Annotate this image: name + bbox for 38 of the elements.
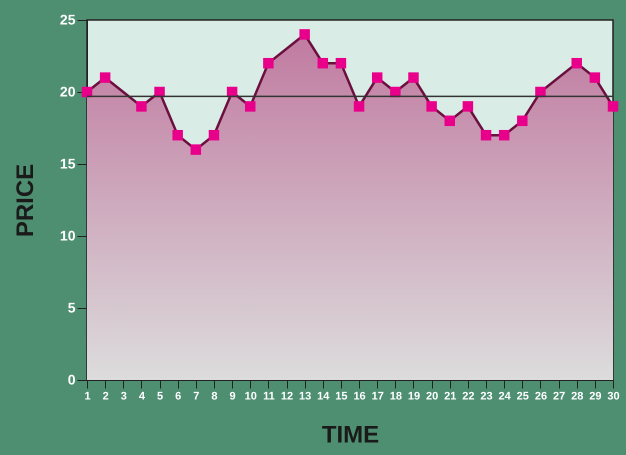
x-tick-label: 5 xyxy=(156,390,164,402)
x-tick-label: 16 xyxy=(353,390,366,402)
x-tick-label: 29 xyxy=(589,390,602,402)
x-tick-label: 13 xyxy=(299,390,312,402)
x-tick-label: 12 xyxy=(280,390,294,402)
x-tick-label: 26 xyxy=(534,390,548,402)
x-tick-label: 17 xyxy=(372,390,384,402)
y-tick-label: 5 xyxy=(68,300,76,316)
x-tick-label: 1 xyxy=(84,390,91,402)
x-tick-label: 11 xyxy=(263,390,275,402)
x-tick-label: 2 xyxy=(102,390,109,402)
x-tick-label: 10 xyxy=(244,390,257,402)
x-tick-label: 27 xyxy=(552,390,566,402)
x-tick-label: 30 xyxy=(607,390,620,402)
x-axis-title: TIME xyxy=(322,422,380,448)
y-tick-label: 25 xyxy=(60,12,76,28)
x-tick-label: 8 xyxy=(211,390,218,402)
y-tick-label: 15 xyxy=(60,156,76,172)
x-tick-label: 6 xyxy=(175,390,182,402)
x-tick-label: 20 xyxy=(426,390,438,402)
y-tick-label: 0 xyxy=(68,372,76,388)
x-tick-label: 24 xyxy=(498,390,512,402)
y-axis-title: PRICE xyxy=(12,164,39,238)
y-tick-label: 20 xyxy=(60,84,76,100)
x-tick-label: 9 xyxy=(230,390,236,402)
x-tick-label: 19 xyxy=(408,390,420,402)
x-tick-label: 22 xyxy=(462,390,475,402)
x-tick-label: 25 xyxy=(516,390,529,402)
x-tick-label: 28 xyxy=(571,390,584,402)
x-tick-label: 7 xyxy=(193,390,200,402)
y-tick-label: 10 xyxy=(60,228,76,244)
x-tick-label: 15 xyxy=(335,390,348,402)
x-tick-label: 14 xyxy=(317,390,330,402)
x-tick-label: 4 xyxy=(138,390,146,402)
x-tick-label: 21 xyxy=(444,390,456,402)
x-tick-label: 18 xyxy=(390,390,402,402)
x-tick-label: 23 xyxy=(480,390,493,402)
x-tick-label: 3 xyxy=(120,390,127,402)
